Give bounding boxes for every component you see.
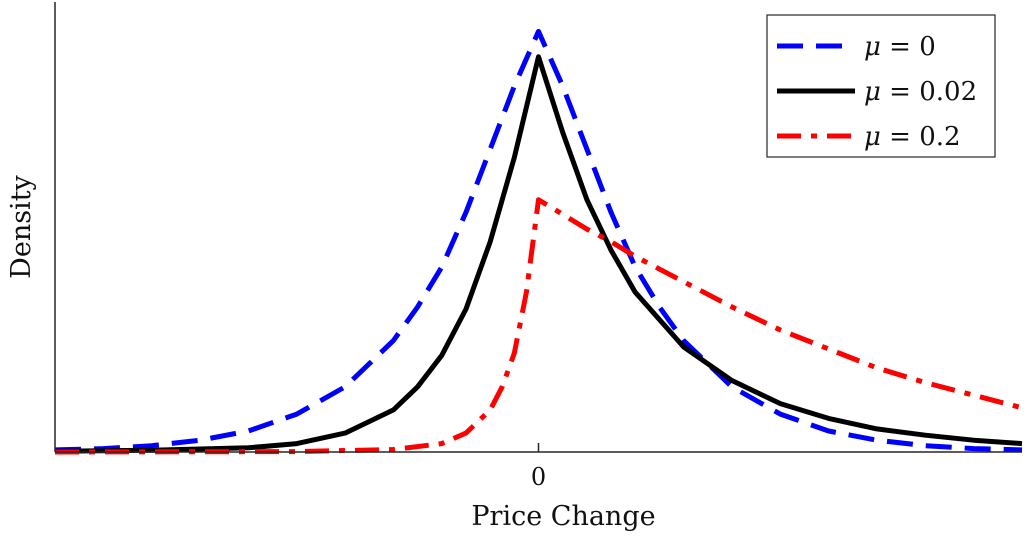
series-line-1 [54,28,1023,453]
y-axis-label: Density [6,174,37,278]
legend-box [766,14,996,158]
legend: μ = 0 μ = 0.02 μ = 0.2 [766,14,996,158]
series-line-3 [54,197,1023,455]
legend-label-2: μ = 0.02 [864,77,977,107]
plot-area [54,28,1023,455]
legend-label-1: μ = 0 [864,32,936,62]
x-axis-label: Price Change [471,501,655,532]
x-ticks: 0 [531,443,546,491]
x-tick-label: 0 [531,463,546,491]
legend-label-3: μ = 0.2 [864,122,961,152]
series-line-2 [54,54,1023,454]
